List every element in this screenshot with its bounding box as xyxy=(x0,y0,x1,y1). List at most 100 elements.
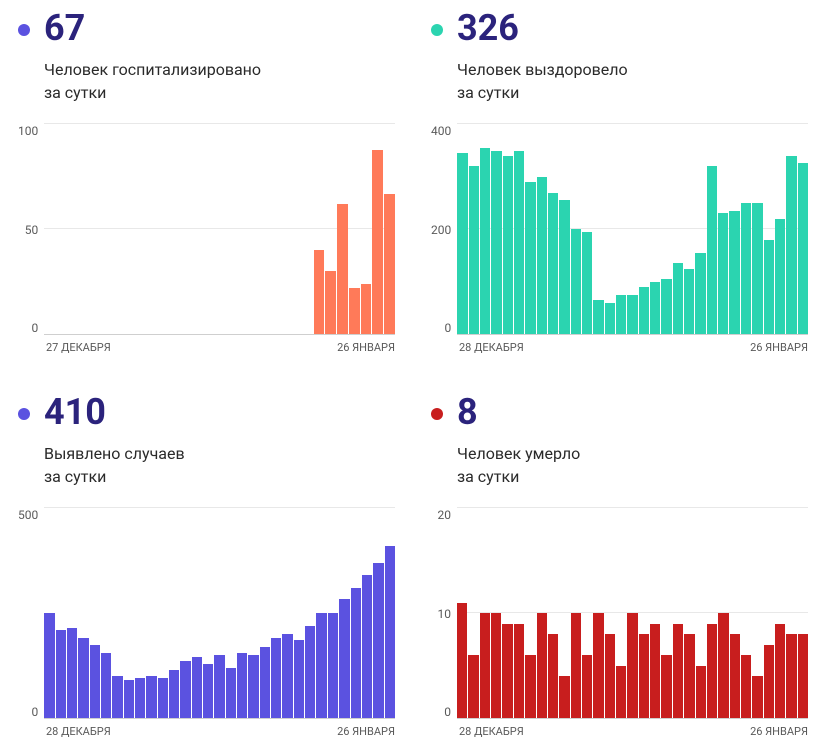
bar xyxy=(514,151,524,334)
dot-icon xyxy=(18,24,30,36)
bar xyxy=(582,655,592,718)
y-tick-label: 0 xyxy=(431,705,451,719)
bar xyxy=(616,666,626,718)
bar xyxy=(351,588,361,718)
bar xyxy=(248,655,258,718)
bar xyxy=(503,156,513,334)
bar xyxy=(362,575,372,718)
stat-desc: Человек госпитализировано за сутки xyxy=(44,58,261,104)
bar xyxy=(718,213,728,334)
bar xyxy=(373,563,383,718)
plot-area xyxy=(44,124,395,335)
bar xyxy=(491,613,501,718)
y-tick-label: 100 xyxy=(18,124,38,138)
bar xyxy=(752,676,762,718)
bar xyxy=(226,668,236,718)
bar xyxy=(90,645,100,718)
bar xyxy=(798,634,808,718)
bar xyxy=(537,613,547,718)
bar xyxy=(764,645,774,718)
panel-header: 8 Человек умерло за сутки xyxy=(431,394,808,488)
bar xyxy=(124,680,134,718)
bar xyxy=(798,163,808,334)
bar xyxy=(627,295,637,334)
bar xyxy=(260,647,270,718)
desc-line: Человек выздоровело xyxy=(457,60,628,79)
bar xyxy=(271,638,281,718)
desc-line: Выявлено случаев xyxy=(44,444,185,463)
bar xyxy=(741,203,751,334)
y-tick-label: 20 xyxy=(431,508,451,522)
bar xyxy=(282,634,292,718)
y-axis-labels: 5000 xyxy=(18,508,44,719)
bar xyxy=(146,676,156,718)
dot-icon xyxy=(18,408,30,420)
stat-value: 67 xyxy=(44,10,261,46)
bar xyxy=(730,634,740,718)
bar xyxy=(328,613,338,718)
bar xyxy=(339,599,349,718)
bar xyxy=(349,288,360,334)
x-end-label: 26 ЯНВАРЯ xyxy=(750,341,808,354)
bar xyxy=(673,624,683,718)
dot-icon xyxy=(431,24,443,36)
x-axis-labels: 28 ДЕКАБРЯ 26 ЯНВАРЯ xyxy=(431,341,808,354)
bar xyxy=(684,634,694,718)
bar xyxy=(385,546,395,718)
x-end-label: 26 ЯНВАРЯ xyxy=(750,725,808,738)
bar xyxy=(627,613,637,718)
y-tick-label: 400 xyxy=(431,124,451,138)
y-tick-label: 500 xyxy=(18,508,38,522)
bar xyxy=(203,664,213,719)
bar xyxy=(525,182,535,334)
bar xyxy=(741,655,751,718)
bar xyxy=(337,204,348,334)
x-start-label: 27 ДЕКАБРЯ xyxy=(46,341,111,354)
bar xyxy=(605,303,615,334)
bar xyxy=(480,148,490,334)
bar xyxy=(372,150,383,334)
stat-value: 8 xyxy=(457,394,580,430)
bar xyxy=(316,613,326,718)
stat-value: 410 xyxy=(44,394,185,430)
bar xyxy=(696,666,706,718)
bar xyxy=(294,640,304,718)
plot-area xyxy=(457,508,808,719)
y-tick-label: 0 xyxy=(18,321,38,335)
bar xyxy=(169,670,179,718)
stat-desc: Человек выздоровело за сутки xyxy=(457,58,628,104)
bar xyxy=(707,166,717,334)
bar xyxy=(192,657,202,718)
bar xyxy=(582,232,592,334)
bar xyxy=(593,300,603,334)
bar xyxy=(605,634,615,718)
y-tick-label: 50 xyxy=(18,223,38,237)
bar xyxy=(514,624,524,718)
y-tick-label: 0 xyxy=(431,321,451,335)
y-axis-labels: 100 50 0 xyxy=(18,124,44,335)
stat-desc: Человек умерло за сутки xyxy=(457,442,580,488)
bar xyxy=(593,613,603,718)
bar xyxy=(729,211,739,334)
bar xyxy=(616,295,626,334)
bar xyxy=(752,203,762,334)
panel-cases: 410 Выявлено случаев за сутки 5000 28 ДЕ… xyxy=(18,394,395,738)
bar xyxy=(457,603,467,718)
bar xyxy=(650,624,660,718)
y-axis-labels: 20100 xyxy=(431,508,457,719)
bar xyxy=(684,269,694,335)
bar xyxy=(673,263,683,334)
bar xyxy=(559,676,569,718)
bar xyxy=(135,678,145,718)
desc-line: Человек умерло xyxy=(457,444,580,463)
bar xyxy=(695,253,705,334)
bar xyxy=(548,634,558,718)
desc-line: за сутки xyxy=(457,467,519,486)
bar xyxy=(314,250,325,334)
bar xyxy=(525,655,535,718)
panel-header: 326 Человек выздоровело за сутки xyxy=(431,10,808,104)
bar xyxy=(661,655,671,718)
bar xyxy=(180,661,190,718)
x-axis-labels: 27 ДЕКАБРЯ 26 ЯНВАРЯ xyxy=(18,341,395,354)
chart: 100 50 0 27 ДЕКАБРЯ 26 ЯНВАРЯ xyxy=(18,124,395,354)
